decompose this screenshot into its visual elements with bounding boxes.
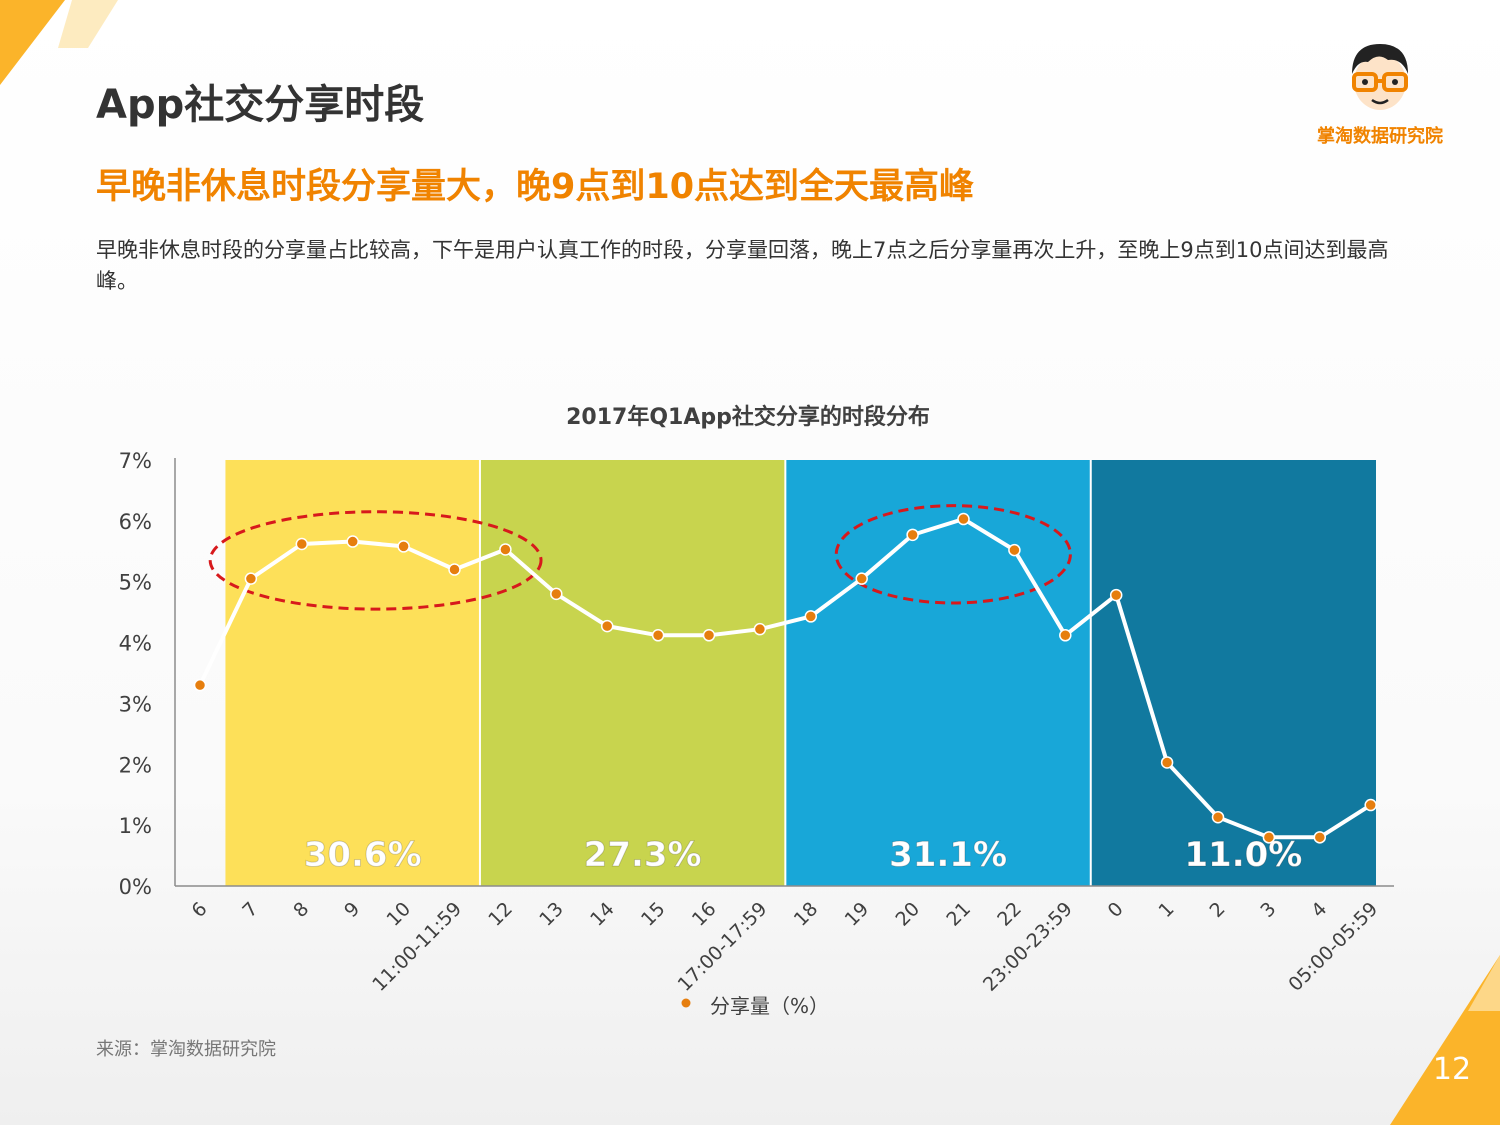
x-tick-label: 16 [688,898,721,931]
data-point [346,535,359,548]
highlight-ellipse [834,504,1072,605]
x-tick-label: 1 [1155,898,1179,922]
x-tick-label: 4 [1307,898,1331,922]
x-tick-label: 7 [238,898,262,922]
data-point [1059,629,1072,642]
data-point [1364,798,1377,812]
time-band [225,460,480,886]
band-percentage-label: 27.3% [584,835,702,875]
x-tick-label: 8 [289,898,313,922]
band-layer: 30.6% 27.3% 31.1% 11.0% [225,460,1376,886]
data-point [957,512,970,526]
x-tick-label: 23:00-23:59 [979,898,1077,996]
highlight-ellipse [208,510,543,611]
x-tick-label: 2 [1205,898,1229,922]
corner-decoration-top-left [0,0,118,85]
band-percentage-label: 30.6% [304,835,422,875]
data-point [244,572,258,585]
time-band [785,460,1091,886]
page-number: 12 [1432,1052,1472,1087]
data-point [1008,543,1021,557]
x-tick-label: 13 [535,898,568,931]
data-point [1211,810,1225,824]
x-tick-label: 22 [993,898,1026,931]
y-tick-label: 5% [119,571,152,595]
highlight-layer [208,504,1072,611]
data-point [753,622,767,636]
chart-title: 2017年Q1App社交分享的时段分布 [566,404,930,430]
data-point [1160,756,1174,769]
data-point [855,572,868,585]
data-point [1313,831,1327,844]
x-tick-label: 21 [942,898,975,931]
series-line [198,517,1373,840]
x-tick-label: 12 [484,898,517,931]
data-point [499,543,512,556]
data-point [550,587,563,601]
x-tick-label: 6 [187,898,211,922]
x-tick-label: 19 [841,898,874,931]
data-point [600,619,614,633]
x-tick-label: 05:00-05:59 [1284,898,1382,996]
y-tick-label: 4% [119,632,152,656]
x-tick-label: 17:00-17:59 [674,898,772,996]
legend: 分享量（%） [681,994,829,1018]
data-point [906,528,919,542]
time-band [479,460,786,886]
legend-marker [681,998,691,1008]
data-point [651,629,665,642]
x-tick-label: 11:00-11:59 [368,898,466,996]
data-point [193,678,207,692]
brand-logo: 掌淘数据研究院 [1300,38,1460,148]
x-tick-label: 14 [586,898,619,931]
band-percentage-label: 31.1% [889,835,1007,875]
brand-logo-text: 掌淘数据研究院 [1317,126,1443,147]
source-note: 来源：掌淘数据研究院 [96,1039,276,1060]
y-tick-label: 0% [119,875,152,899]
corner-decoration-bottom-right [1390,955,1500,1125]
page-title: App社交分享时段 [96,82,425,128]
band-percentage-label: 11.0% [1184,835,1302,875]
x-tick-label: 18 [790,898,823,931]
data-point [1262,831,1276,844]
x-tick-label: 9 [340,898,364,922]
data-point [804,610,818,623]
x-tick-label: 3 [1256,898,1280,922]
x-tick-label: 20 [891,898,924,931]
data-point [448,563,461,576]
x-tick-label: 10 [382,898,415,931]
headline: 早晚非休息时段分享量大，晚9点到10点达到全天最高峰 [96,167,975,207]
y-tick-label: 7% [119,449,152,473]
series-layer [193,512,1377,844]
legend-label: 分享量（%） [710,994,829,1018]
y-tick-label: 6% [119,510,152,534]
y-tick-label: 2% [119,753,152,777]
x-tick-label: 15 [637,898,670,931]
data-point [295,537,309,551]
description-text: 早晚非休息时段的分享量占比较高，下午是用户认真工作的时段，分享量回落，晚上7点之… [96,238,1389,293]
x-tick-label: 0 [1104,898,1128,922]
data-point [1109,588,1123,602]
data-point [702,629,716,642]
mascot-icon [1352,44,1408,110]
y-tick-label: 3% [119,692,152,716]
data-point [397,540,410,553]
y-tick-label: 1% [119,814,152,838]
